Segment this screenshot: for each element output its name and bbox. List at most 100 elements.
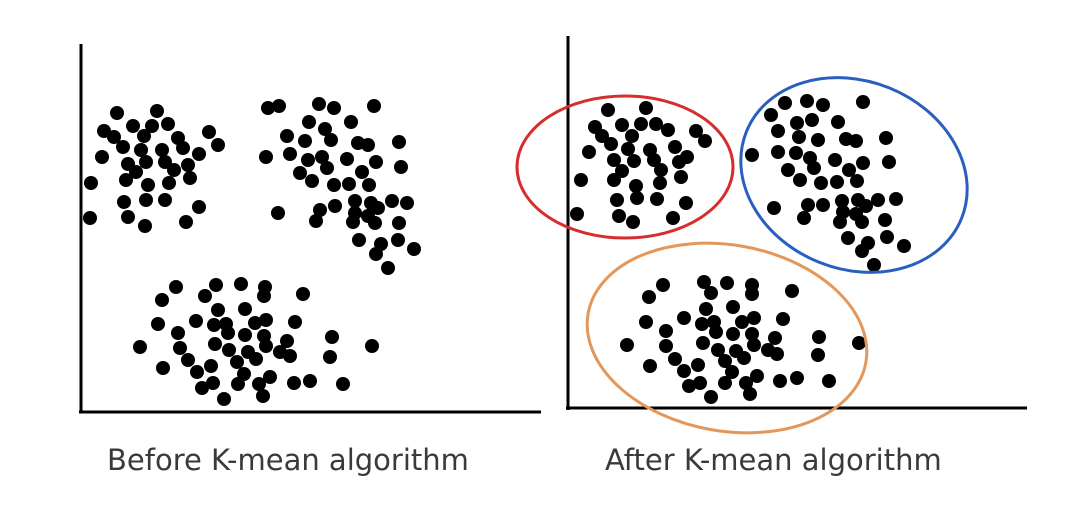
right-point-45 bbox=[771, 124, 785, 138]
right-point-40 bbox=[856, 95, 870, 109]
left-point-5 bbox=[161, 117, 175, 131]
right-point-58 bbox=[793, 173, 807, 187]
left-point-94 bbox=[238, 302, 252, 316]
left-point-55 bbox=[340, 152, 354, 166]
left-point-47 bbox=[324, 133, 338, 147]
left-point-32 bbox=[179, 215, 193, 229]
right-point-95 bbox=[639, 315, 653, 329]
right-point-4 bbox=[634, 117, 648, 131]
left-point-96 bbox=[189, 314, 203, 328]
left-point-91 bbox=[198, 289, 212, 303]
caption-after: After K-mean algorithm bbox=[605, 443, 942, 477]
right-point-102 bbox=[659, 324, 673, 338]
right-point-42 bbox=[790, 116, 804, 130]
left-point-121 bbox=[190, 365, 204, 379]
right-point-72 bbox=[767, 201, 781, 215]
left-point-87 bbox=[234, 277, 248, 291]
right-point-112 bbox=[812, 330, 826, 344]
right-point-76 bbox=[878, 213, 892, 227]
left-point-101 bbox=[288, 315, 302, 329]
left-point-59 bbox=[327, 178, 341, 192]
right-point-57 bbox=[882, 155, 896, 169]
left-point-49 bbox=[361, 138, 375, 152]
right-point-56 bbox=[856, 156, 870, 170]
left-point-24 bbox=[183, 171, 197, 185]
left-point-21 bbox=[119, 173, 133, 187]
right-point-31 bbox=[626, 215, 640, 229]
left-point-22 bbox=[141, 178, 155, 192]
left-point-110 bbox=[259, 339, 273, 353]
left-point-9 bbox=[202, 125, 216, 139]
right-point-84 bbox=[842, 163, 856, 177]
left-point-20 bbox=[181, 158, 195, 172]
right-point-20 bbox=[672, 155, 686, 169]
right-point-91 bbox=[704, 286, 718, 300]
left-point-84 bbox=[355, 165, 369, 179]
right-point-121 bbox=[677, 364, 691, 378]
right-point-19 bbox=[647, 153, 661, 167]
right-point-51 bbox=[745, 148, 759, 162]
left-point-76 bbox=[392, 216, 406, 230]
right-point-74 bbox=[833, 215, 847, 229]
left-point-130 bbox=[217, 392, 231, 406]
right-point-53 bbox=[789, 146, 803, 160]
left-point-43 bbox=[318, 122, 332, 136]
right-point-90 bbox=[642, 290, 656, 304]
caption-before: Before K-mean algorithm bbox=[107, 443, 469, 477]
left-point-113 bbox=[365, 339, 379, 353]
left-point-23 bbox=[162, 176, 176, 190]
right-point-101 bbox=[776, 312, 790, 326]
right-point-41 bbox=[764, 108, 778, 122]
right-point-17 bbox=[607, 153, 621, 167]
right-point-30 bbox=[612, 209, 626, 223]
right-point-63 bbox=[835, 194, 849, 208]
right-point-49 bbox=[849, 134, 863, 148]
left-point-126 bbox=[231, 377, 245, 391]
right-point-73 bbox=[797, 211, 811, 225]
right-point-111 bbox=[768, 331, 782, 345]
left-point-119 bbox=[323, 350, 337, 364]
left-point-7 bbox=[137, 129, 151, 143]
left-point-93 bbox=[211, 303, 225, 317]
left-point-26 bbox=[117, 195, 131, 209]
left-points bbox=[83, 97, 421, 406]
right-point-93 bbox=[699, 302, 713, 316]
left-point-108 bbox=[222, 343, 236, 357]
right-point-9 bbox=[689, 124, 703, 138]
right-point-52 bbox=[771, 145, 785, 159]
right-point-75 bbox=[855, 215, 869, 229]
right-point-83 bbox=[807, 161, 821, 175]
left-point-77 bbox=[352, 233, 366, 247]
right-point-107 bbox=[696, 336, 710, 350]
left-point-63 bbox=[348, 194, 362, 208]
right-point-120 bbox=[643, 359, 657, 373]
right-point-25 bbox=[574, 173, 588, 187]
right-point-69 bbox=[816, 198, 830, 212]
right-point-36 bbox=[595, 129, 609, 143]
left-point-99 bbox=[248, 316, 262, 330]
right-point-89 bbox=[785, 284, 799, 298]
right-panel bbox=[515, 36, 1027, 435]
left-point-57 bbox=[394, 160, 408, 174]
left-point-33 bbox=[83, 211, 97, 225]
right-point-28 bbox=[650, 192, 664, 206]
right-point-127 bbox=[739, 376, 753, 390]
right-point-10 bbox=[604, 137, 618, 151]
left-point-132 bbox=[195, 381, 209, 395]
right-point-94 bbox=[726, 300, 740, 314]
right-point-134 bbox=[761, 343, 775, 357]
left-point-129 bbox=[336, 377, 350, 391]
left-point-39 bbox=[312, 97, 326, 111]
left-point-134 bbox=[273, 345, 287, 359]
right-point-26 bbox=[610, 193, 624, 207]
left-point-60 bbox=[342, 177, 356, 191]
left-point-112 bbox=[325, 330, 339, 344]
left-point-133 bbox=[173, 341, 187, 355]
right-point-123 bbox=[750, 369, 764, 383]
left-point-95 bbox=[151, 317, 165, 331]
right-point-13 bbox=[668, 140, 682, 154]
right-point-108 bbox=[711, 343, 725, 357]
left-point-35 bbox=[167, 163, 181, 177]
right-point-37 bbox=[778, 96, 792, 110]
